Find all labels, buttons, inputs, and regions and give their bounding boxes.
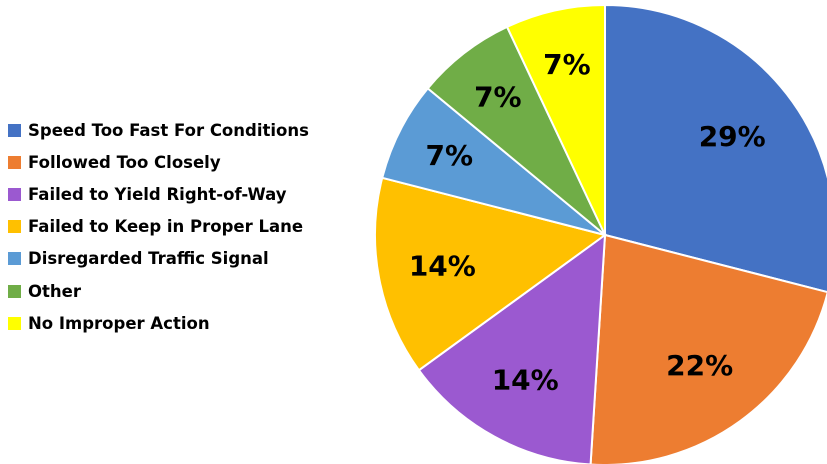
legend-label: Other xyxy=(28,281,81,301)
legend-item: No Improper Action xyxy=(8,307,309,339)
legend: Speed Too Fast For Conditions Followed To… xyxy=(8,114,309,339)
legend-item: Speed Too Fast For Conditions xyxy=(8,114,309,146)
pie-slice xyxy=(381,86,606,236)
legend-swatch xyxy=(8,187,21,201)
legend-label: Followed Too Closely xyxy=(28,152,221,172)
legend-label: Speed Too Fast For Conditions xyxy=(28,120,309,140)
slice-label: 7% xyxy=(425,139,473,172)
pie-slice xyxy=(604,3,827,294)
legend-item: Failed to Yield Right-of-Way xyxy=(8,178,309,210)
slice-label: 14% xyxy=(409,250,476,283)
pie-slice xyxy=(374,176,608,372)
pie-slice xyxy=(417,232,607,464)
slice-label: 22% xyxy=(666,349,733,382)
legend-item: Disregarded Traffic Signal xyxy=(8,243,309,275)
legend-swatch xyxy=(8,123,21,137)
pie-slice xyxy=(426,25,606,236)
slice-label: 7% xyxy=(543,48,591,81)
slice-label: 7% xyxy=(474,80,522,113)
legend-label: No Improper Action xyxy=(28,313,210,333)
legend-label: Disregarded Traffic Signal xyxy=(28,249,269,269)
legend-label: Failed to Keep in Proper Lane xyxy=(28,217,304,237)
slice-label: 29% xyxy=(699,120,766,153)
slice-label: 14% xyxy=(492,364,559,397)
legend-item: Followed Too Closely xyxy=(8,146,309,178)
legend-item: Failed to Keep in Proper Lane xyxy=(8,211,309,243)
legend-label: Failed to Yield Right-of-Way xyxy=(28,184,287,204)
legend-item: Other xyxy=(8,275,309,307)
legend-swatch xyxy=(8,252,21,266)
legend-swatch xyxy=(8,220,21,234)
legend-swatch xyxy=(8,155,21,169)
pie-slice xyxy=(505,3,606,236)
legend-swatch xyxy=(8,316,21,330)
legend-swatch xyxy=(8,284,21,298)
